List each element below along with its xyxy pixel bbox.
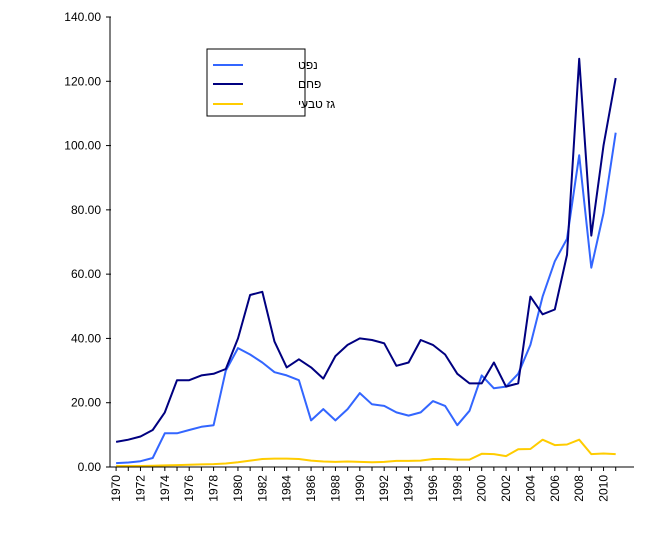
x-tick-label: 2006 (548, 475, 562, 502)
series-line-oil (116, 132, 617, 465)
x-tick-label: 1976 (182, 475, 196, 502)
y-tick-label: 40.00 (71, 331, 101, 345)
legend-box (206, 48, 306, 117)
series-line-coal (115, 57, 617, 443)
x-tick-label: 1970 (109, 475, 123, 502)
y-tick-label: 60.00 (71, 267, 101, 281)
y-tick-label: 120.00 (64, 74, 101, 88)
x-tick-label: 2002 (499, 475, 513, 502)
x-tick-label: 1986 (304, 475, 318, 502)
legend: נפט פחם גז טבעי (206, 48, 335, 117)
plot-lines (115, 57, 617, 467)
series-line-gas (116, 438, 616, 467)
legend-label-coal: פחם (298, 77, 321, 91)
y-axis-ticks: 0.00 20.00 40.00 60.00 80.00 100.00 120.00 140.… (64, 10, 111, 474)
x-tick-label: 2010 (597, 475, 611, 502)
x-tick-label: 1994 (402, 475, 416, 502)
y-tick-label: 80.00 (71, 203, 101, 217)
x-tick-label: 2004 (523, 475, 537, 502)
legend-label-oil: נפט (298, 58, 318, 72)
y-tick-label: 0.00 (78, 460, 102, 474)
legend-label-gas: גז טבעי (298, 97, 335, 111)
x-tick-label: 1992 (377, 475, 391, 502)
y-tick-label: 100.00 (64, 139, 101, 153)
x-tick-label: 1998 (450, 475, 464, 502)
x-tick-label: 1990 (353, 475, 367, 502)
x-tick-label: 2000 (475, 475, 489, 502)
x-tick-label: 1996 (426, 475, 440, 502)
y-tick-label: 20.00 (71, 396, 101, 410)
x-tick-label: 1980 (231, 475, 245, 502)
x-tick-label: 1982 (255, 475, 269, 502)
x-tick-label: 2008 (572, 475, 586, 502)
x-tick-label: 1984 (280, 475, 294, 502)
x-tick-label: 1972 (133, 475, 147, 502)
y-tick-label: 140.00 (64, 10, 101, 24)
x-tick-label: 1974 (158, 475, 172, 502)
x-tick-label: 1988 (328, 475, 342, 502)
x-axis-ticks: 1970 1972 1974 1976 1978 1980 1982 1984 1986 1988… (109, 467, 617, 502)
x-tick-label: 1978 (207, 475, 221, 502)
